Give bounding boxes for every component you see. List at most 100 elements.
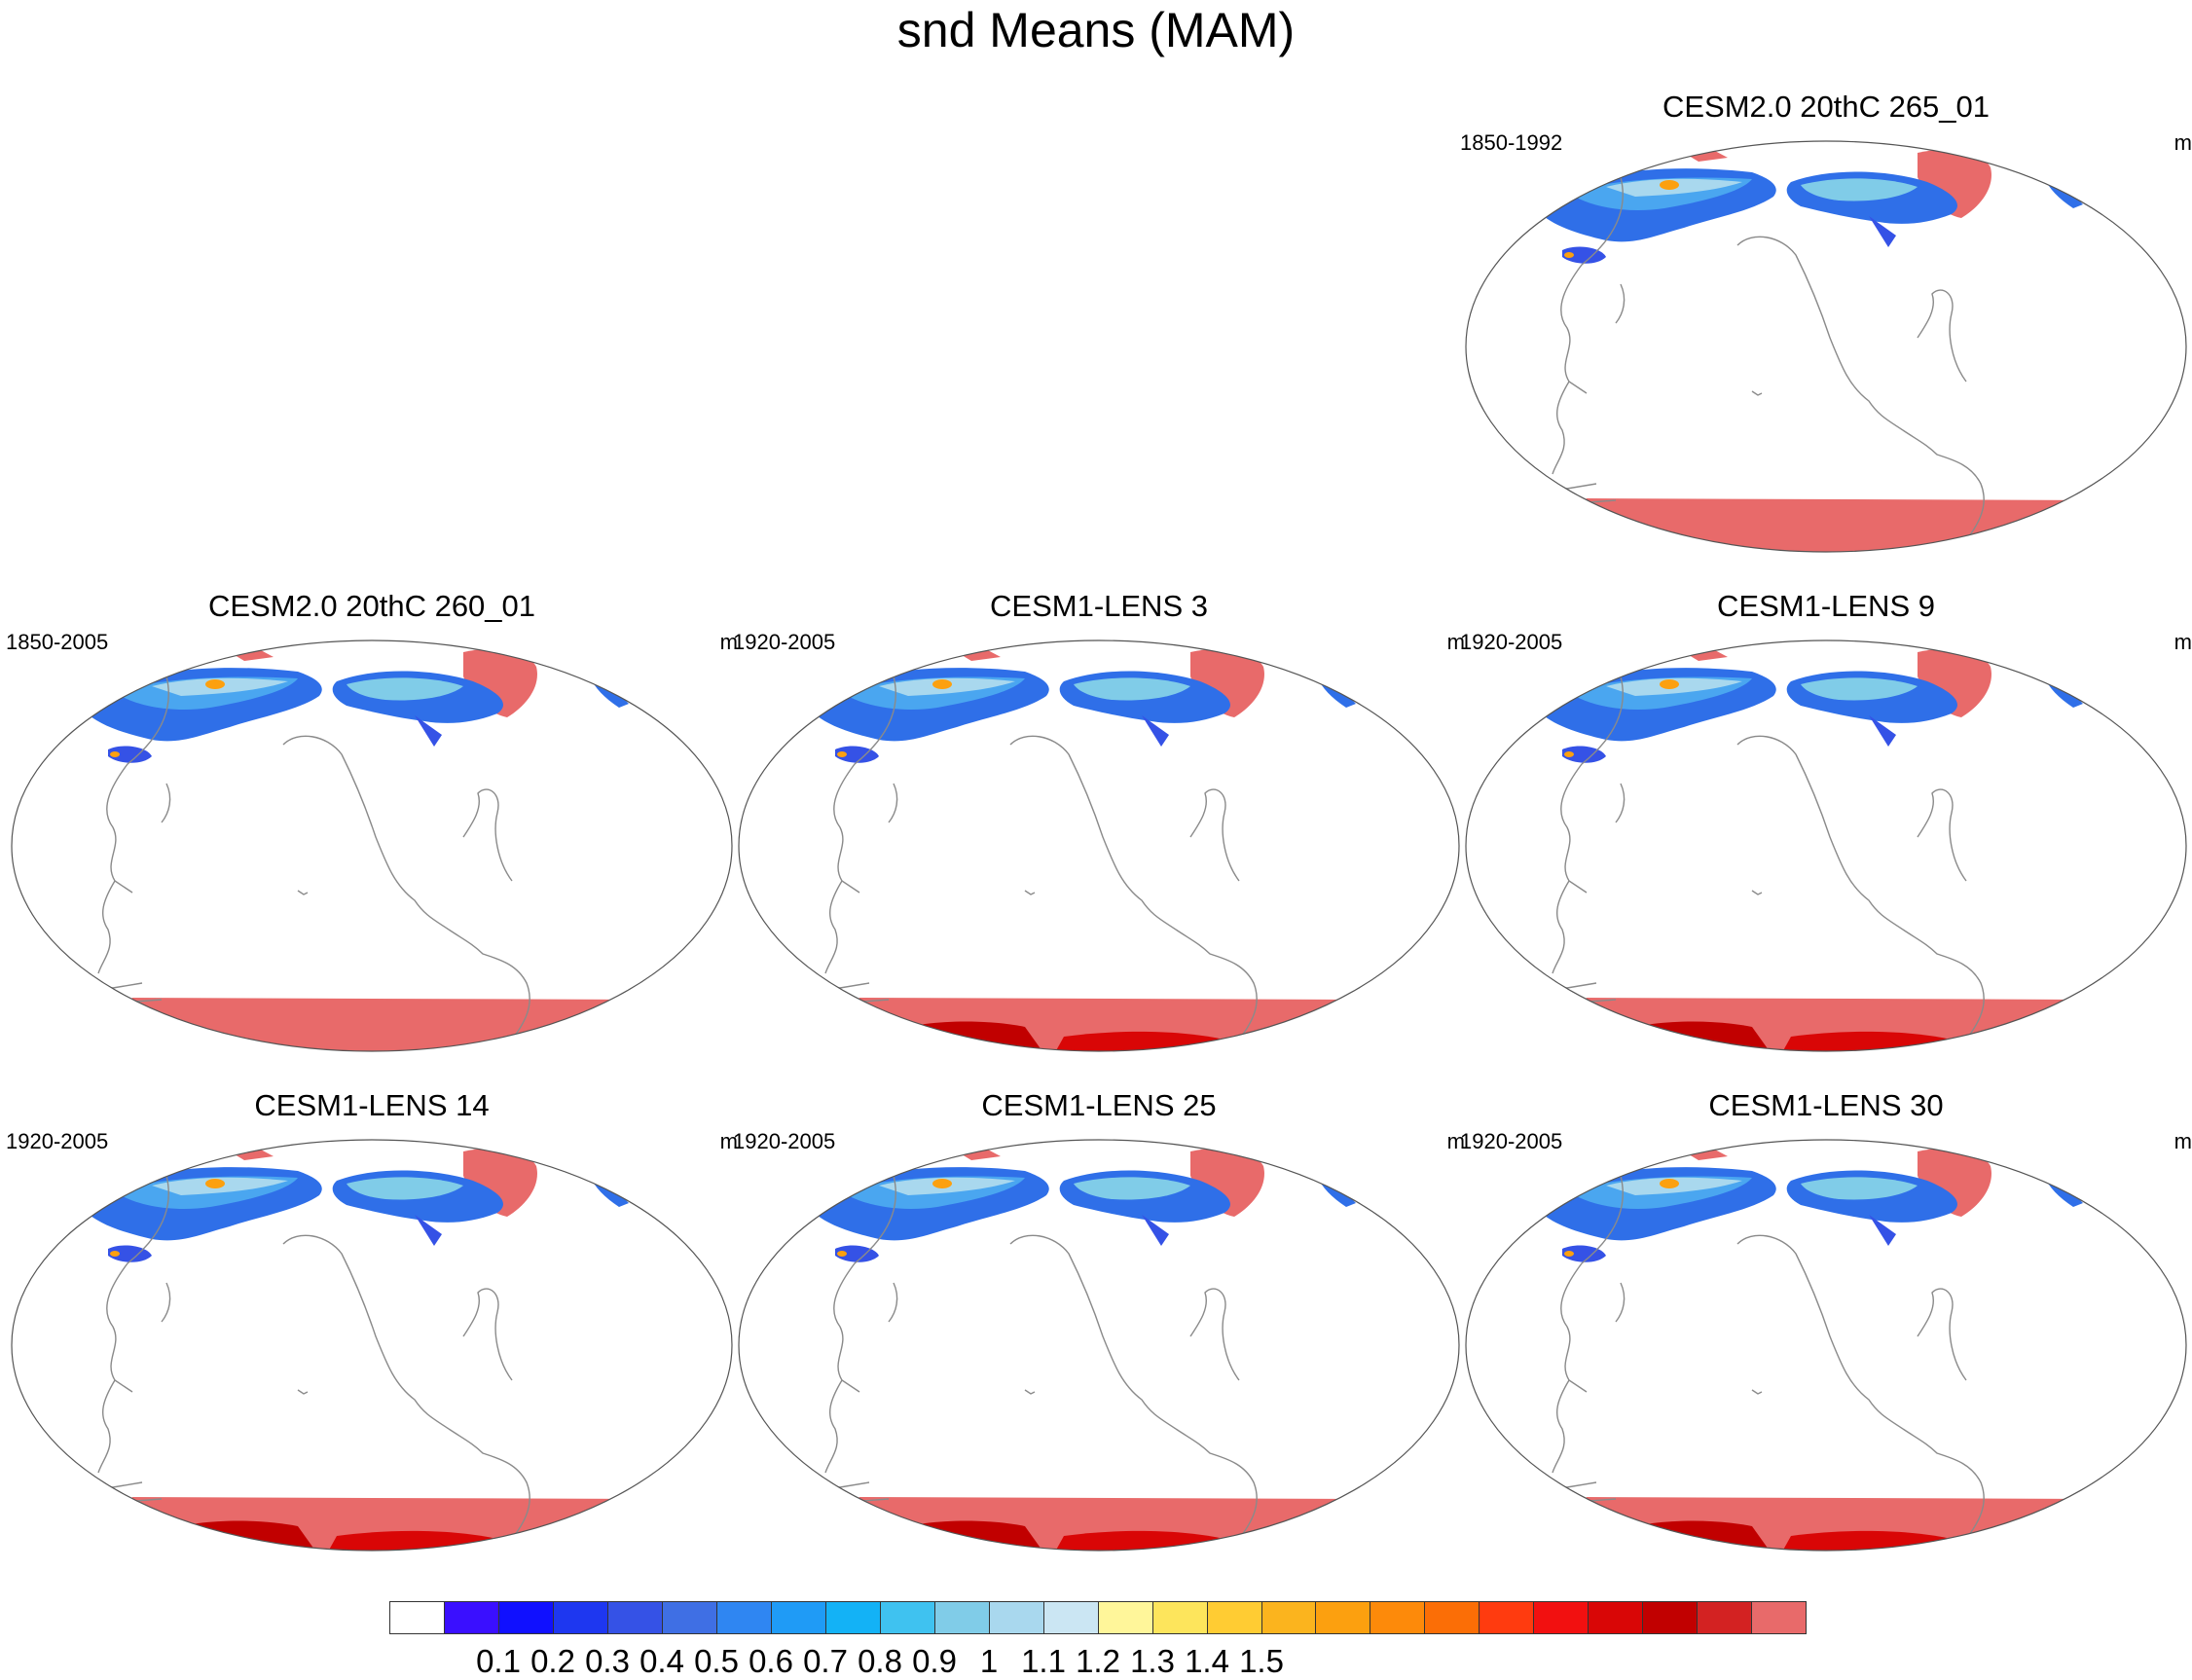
map-panel: CESM1-LENS 30 1920-2005 m <box>1460 1088 2192 1553</box>
map-boundary <box>11 639 733 1052</box>
panel-title: CESM2.0 20thC 265_01 <box>1662 90 1991 124</box>
coastline <box>97 1379 116 1474</box>
map-panel: CESM1-LENS 14 1920-2005 m <box>6 1088 738 1553</box>
coastline <box>824 1379 843 1474</box>
coastline <box>1560 676 1624 894</box>
map-boundary <box>738 639 1460 1052</box>
coastline <box>1615 1282 1626 1323</box>
coastline <box>1009 735 1177 931</box>
antarctica-deep-snow <box>879 1021 1044 1051</box>
colorbar-box <box>1751 1601 1808 1634</box>
eurasia-snow-peak <box>205 1179 225 1188</box>
coastline <box>1917 788 1967 882</box>
antarctica-deep-snow <box>1606 1520 1772 1551</box>
colorbar-tick-label: 0.3 <box>585 1643 630 1679</box>
colorbar <box>389 1601 1808 1634</box>
colorbar-box <box>1424 1601 1480 1634</box>
coastline <box>110 1024 196 1051</box>
map-boundary <box>1465 140 2187 553</box>
tibet-snow <box>1562 246 1606 264</box>
coastline <box>1902 429 1985 552</box>
map-content <box>73 648 668 1051</box>
colorbar-box <box>988 1601 1043 1634</box>
rockies-snow <box>1142 715 1169 747</box>
world-map <box>11 1139 733 1552</box>
panel-period: 1850-2005 <box>6 630 109 654</box>
panel-period: 1920-2005 <box>733 1129 836 1153</box>
coastline <box>282 1234 450 1430</box>
panel-period: 1920-2005 <box>1460 630 1563 654</box>
colorbar-box <box>879 1601 934 1634</box>
coastline <box>1560 1175 1624 1393</box>
tibet-snow <box>1562 746 1606 763</box>
panel-units: m <box>1446 1129 1465 1153</box>
panel-title: CESM1-LENS 30 <box>1708 1088 1944 1122</box>
coastline <box>1736 735 1904 931</box>
coastline <box>1902 1428 1985 1551</box>
eurasia-snow-peak <box>932 679 952 689</box>
coastline <box>297 1389 309 1395</box>
panel-title: CESM2.0 20thC 260_01 <box>207 589 536 623</box>
map-content <box>800 648 1395 1051</box>
colorbar-tick-label: 0.6 <box>749 1643 793 1679</box>
eurasia-snow-peak <box>1660 679 1679 689</box>
eurasia-snow-peak <box>205 679 225 689</box>
coastline <box>1751 390 1763 396</box>
colorbar-box <box>497 1601 553 1634</box>
colorbar-tick-label: 1.3 <box>1130 1643 1175 1679</box>
colorbar-box <box>552 1601 607 1634</box>
tibet-snow-peak <box>1564 751 1574 757</box>
north-america-snow <box>347 1177 463 1200</box>
colorbar-box <box>389 1601 444 1634</box>
coastline <box>1189 1288 1240 1381</box>
colorbar-tick-label: 1.1 <box>1021 1643 1066 1679</box>
coastline <box>1615 283 1626 324</box>
north-america-snow <box>1801 677 1918 701</box>
map-content <box>73 1148 668 1551</box>
coastline <box>462 1288 513 1381</box>
eurasia-snow-peak <box>1660 1179 1679 1188</box>
map-content <box>800 1148 1395 1551</box>
colorbar-tick-label: 0.4 <box>639 1643 684 1679</box>
tibet-snow <box>108 746 152 763</box>
colorbar-box <box>1206 1601 1261 1634</box>
antarctica-deep-snow <box>1606 1021 1772 1051</box>
antarctica-deep-snow <box>879 1520 1044 1551</box>
coastline <box>1552 381 1570 475</box>
coastline <box>297 890 309 895</box>
colorbar-tick-label: 1.5 <box>1239 1643 1284 1679</box>
coastline <box>1615 783 1626 823</box>
colorbar-box <box>1370 1601 1425 1634</box>
colorbar-tick-label: 0.5 <box>694 1643 739 1679</box>
rockies-snow <box>415 715 442 747</box>
map-panel: CESM1-LENS 9 1920-2005 m <box>1460 589 2192 1054</box>
panel-units: m <box>2174 630 2192 654</box>
colorbar-tick-label: 0.9 <box>912 1643 957 1679</box>
colorbar-box <box>1151 1601 1207 1634</box>
panel-units: m <box>1446 630 1465 654</box>
colorbar-box <box>1533 1601 1589 1634</box>
tibet-snow-peak <box>110 1251 120 1257</box>
coastline <box>824 880 843 974</box>
colorbar-box <box>443 1601 498 1634</box>
colorbar-box <box>1042 1601 1098 1634</box>
rockies-snow <box>415 1215 442 1246</box>
coastline <box>448 1428 530 1551</box>
coastline <box>1564 1523 1650 1551</box>
world-map <box>1465 639 2187 1052</box>
coastline <box>161 783 171 823</box>
coastline <box>161 1282 171 1323</box>
coastline <box>1009 1234 1177 1430</box>
coastline <box>1552 1379 1570 1474</box>
tibet-snow <box>108 1245 152 1262</box>
north-america-snow <box>1074 677 1190 701</box>
tibet-snow-peak <box>1564 1251 1574 1257</box>
eurasia-snow-peak <box>1660 180 1679 190</box>
coastline <box>888 1282 898 1323</box>
map-panel: CESM1-LENS 25 1920-2005 m <box>733 1088 1465 1553</box>
coastline <box>1751 1389 1763 1395</box>
antarctica-snow <box>84 998 668 1051</box>
colorbar-tick-label: 1 <box>979 1643 999 1679</box>
coastline <box>282 735 450 931</box>
panel-title: CESM1-LENS 25 <box>981 1088 1217 1122</box>
